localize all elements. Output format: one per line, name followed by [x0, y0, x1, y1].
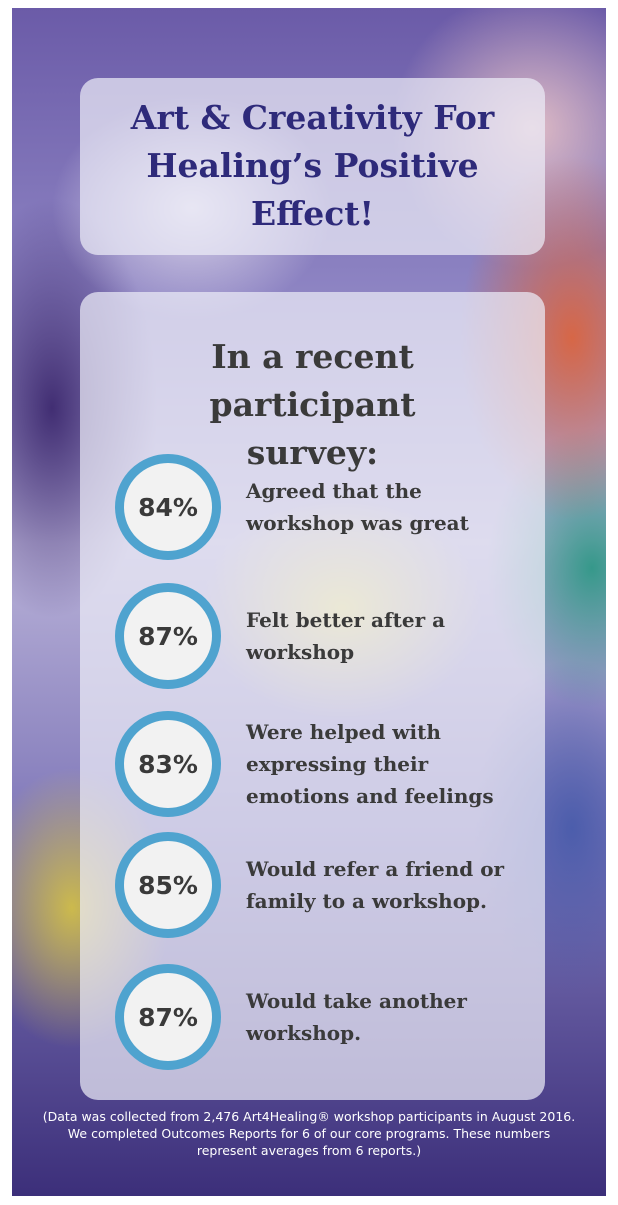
stat-text: Would take another workshop. — [246, 989, 467, 1045]
title-panel — [80, 78, 545, 255]
stat-text: Agreed that the workshop was great — [246, 479, 469, 535]
title: Art & Creativity For Healing’s Positive … — [130, 98, 495, 233]
percent-circle: 84% — [115, 454, 221, 560]
percent-circle: 85% — [115, 832, 221, 938]
stat-text: Would refer a friend or family to a work… — [246, 857, 505, 913]
footnote: (Data was collected from 2,476 Art4Heali… — [42, 1109, 576, 1158]
percent-circle: 87% — [115, 964, 221, 1070]
stat-text: Felt better after a workshop — [246, 608, 446, 664]
percent-circle: 87% — [115, 583, 221, 689]
percent-circle: 83% — [115, 711, 221, 817]
survey-heading: In a recent participant survey: — [209, 337, 416, 472]
stat-text: Were helped with expressing their emotio… — [246, 720, 494, 808]
